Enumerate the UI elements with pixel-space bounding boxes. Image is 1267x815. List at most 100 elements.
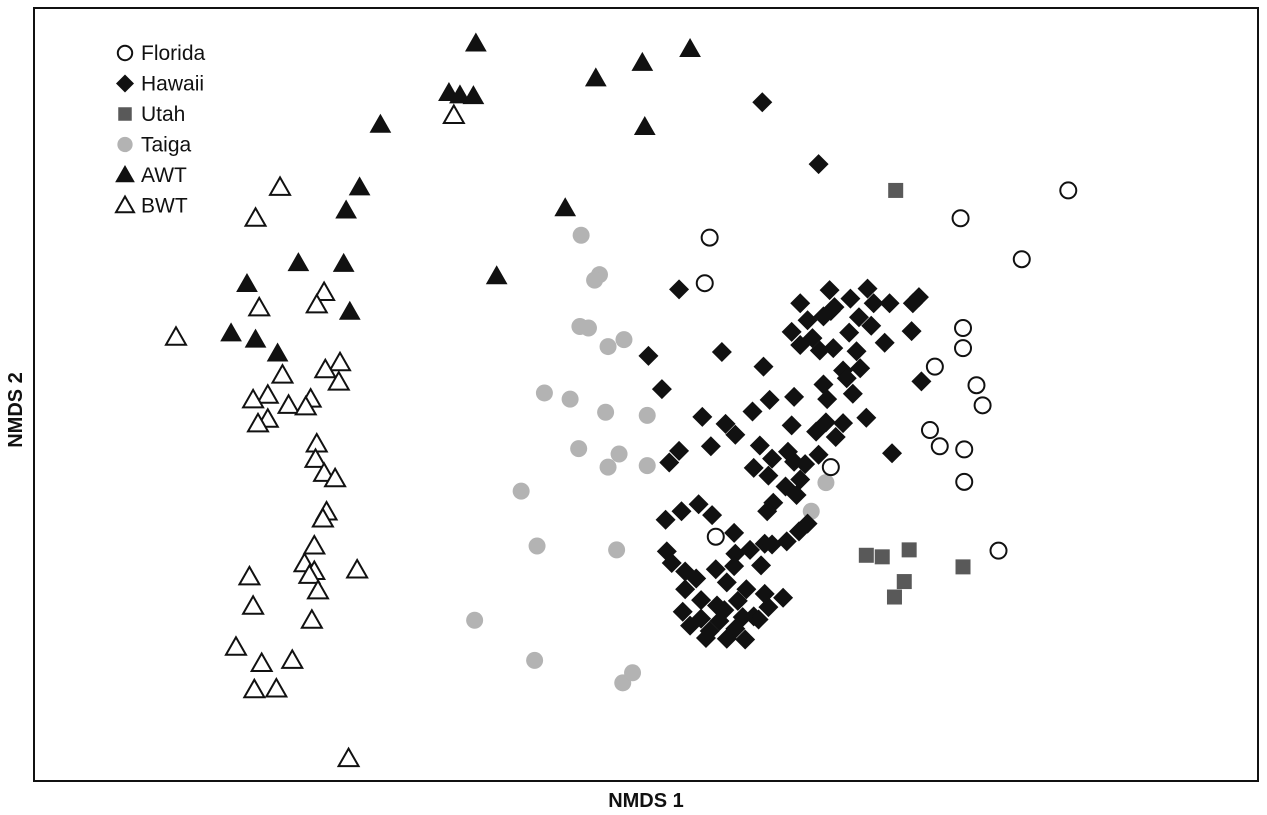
legend-marker-taiga [117, 136, 133, 153]
point-bwt [256, 383, 280, 404]
point-hawaii [856, 407, 877, 428]
point-awt [332, 252, 355, 272]
point-awt [244, 328, 267, 348]
legend: Florida Hawaii Utah Taiga AWT BWT [114, 42, 206, 218]
point-hawaii [735, 629, 756, 650]
point-bwt [280, 648, 304, 669]
point-taiga [535, 384, 553, 402]
point-hawaii [714, 600, 735, 621]
point-hawaii [790, 469, 811, 490]
point-florida [954, 339, 973, 358]
point-florida [973, 396, 992, 415]
point-bwt [300, 608, 324, 629]
point-hawaii [908, 287, 929, 308]
point-bwt [327, 370, 351, 391]
series-utah [858, 182, 971, 605]
point-hawaii [846, 341, 867, 362]
point-hawaii [819, 280, 840, 301]
point-hawaii [758, 465, 779, 486]
point-bwt [297, 563, 322, 584]
point-hawaii [754, 583, 775, 604]
point-hawaii [743, 457, 764, 478]
point-hawaii [857, 278, 878, 299]
point-hawaii [705, 559, 726, 580]
point-awt [369, 113, 392, 133]
legend-label: Utah [141, 103, 185, 126]
point-awt [335, 199, 357, 219]
point-hawaii [823, 338, 844, 359]
point-utah [896, 574, 912, 590]
point-florida [700, 228, 719, 247]
point-bwt [328, 350, 352, 372]
point-florida [955, 472, 974, 491]
legend-item-taiga: Taiga [117, 134, 192, 157]
point-hawaii [727, 590, 748, 611]
point-hawaii [651, 379, 672, 400]
point-taiga [608, 541, 626, 559]
point-bwt [241, 594, 265, 615]
point-hawaii [749, 435, 770, 456]
point-hawaii [784, 386, 805, 407]
point-hawaii [691, 590, 712, 611]
point-bwt [323, 466, 347, 488]
point-hawaii [757, 501, 778, 522]
point-florida [1012, 250, 1031, 269]
point-hawaii [702, 505, 723, 526]
point-awt [220, 322, 242, 342]
point-hawaii [781, 415, 802, 436]
point-hawaii [742, 401, 763, 422]
y-axis-title: NMDS 2 [5, 372, 27, 448]
point-bwt [164, 325, 188, 346]
legend-item-bwt: BWT [114, 194, 188, 218]
point-hawaii [790, 293, 811, 314]
point-hawaii [715, 413, 736, 434]
legend-label: Taiga [141, 134, 192, 157]
point-florida [967, 376, 986, 395]
point-bwt [241, 387, 265, 409]
point-bwt [312, 461, 336, 482]
point-taiga [610, 445, 628, 463]
legend-item-utah: Utah [118, 103, 185, 126]
point-hawaii [675, 579, 696, 600]
point-bwt [247, 295, 271, 317]
point-bwt [246, 411, 270, 433]
point-taiga [586, 271, 604, 289]
point-bwt [224, 635, 248, 656]
legend-item-awt: AWT [115, 164, 187, 187]
point-hawaii [752, 92, 773, 113]
point-bwt [311, 506, 335, 528]
point-utah [955, 559, 971, 575]
point-bwt [243, 206, 268, 227]
point-bwt [249, 651, 274, 673]
point-taiga [597, 403, 615, 421]
point-bwt [242, 677, 267, 699]
point-bwt [264, 676, 289, 698]
point-awt [338, 300, 361, 320]
series-taiga [466, 226, 835, 692]
point-hawaii [695, 627, 716, 648]
point-awt [584, 67, 607, 87]
point-hawaii [825, 427, 846, 448]
point-hawaii [753, 356, 774, 377]
point-hawaii [815, 412, 836, 433]
point-utah [858, 547, 874, 563]
point-awt [554, 197, 577, 217]
point-florida [951, 209, 970, 228]
point-hawaii [781, 321, 802, 342]
point-florida [695, 274, 714, 293]
point-hawaii [725, 424, 746, 445]
series-hawaii [638, 92, 932, 650]
point-florida [1059, 181, 1078, 200]
point-taiga [638, 406, 656, 424]
point-taiga [526, 651, 544, 669]
point-awt [287, 252, 310, 272]
point-hawaii [797, 513, 818, 534]
point-hawaii [724, 522, 745, 543]
point-hawaii [901, 321, 922, 342]
legend-marker-florida [116, 44, 134, 62]
point-hawaii [813, 374, 834, 395]
point-hawaii [762, 448, 783, 469]
point-hawaii [655, 509, 676, 530]
point-hawaii [688, 494, 709, 515]
